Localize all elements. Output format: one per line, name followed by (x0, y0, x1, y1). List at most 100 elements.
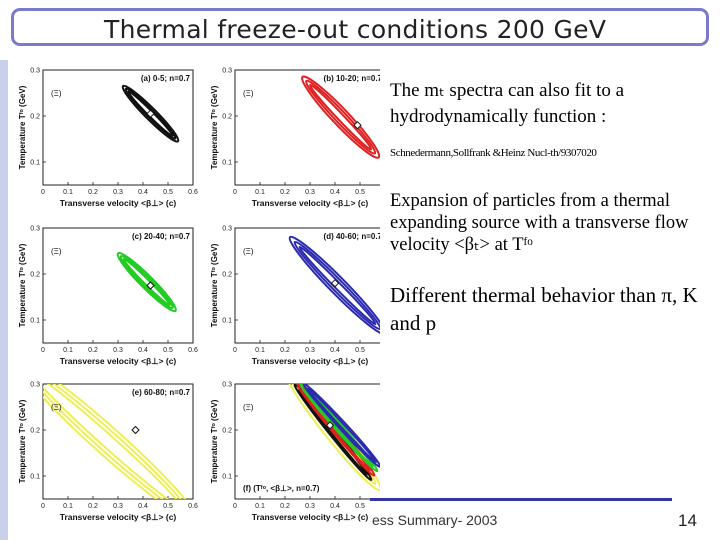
text-spectra-fit: The mₜ spectra can also fit to a hydrody… (390, 80, 625, 127)
y-tick-label: 0.2 (30, 428, 40, 435)
x-tick-label: 0.4 (138, 503, 148, 510)
confidence-contour (43, 384, 191, 499)
y-tick-label: 0.3 (30, 226, 40, 233)
left-accent-bar (0, 60, 8, 540)
species-label: (Ξ) (51, 89, 62, 98)
text-expansion: Expansion of particles from a thermal ex… (390, 191, 689, 255)
contour-group (116, 251, 177, 313)
best-fit-marker (146, 281, 155, 290)
y-tick-label: 0.1 (222, 318, 232, 325)
confidence-contour (43, 384, 182, 499)
x-tick-label: 0 (233, 347, 237, 354)
x-axis-label: Transverse velocity <β⊥> (c) (252, 356, 369, 366)
y-tick-label: 0.1 (30, 160, 40, 167)
slide-title: Thermal freeze-out conditions 200 GeV (104, 15, 607, 44)
x-tick-label: 0.5 (163, 503, 173, 510)
y-axis-label: Temperature Tᶠᵒ (GeV) (18, 399, 27, 483)
x-tick-label: 0.2 (280, 347, 290, 354)
overlay-contour (306, 387, 378, 464)
x-tick-label: 0.6 (188, 347, 198, 354)
x-axis-label: Transverse velocity <β⊥> (c) (60, 512, 177, 522)
x-tick-label: 0.1 (255, 503, 265, 510)
x-axis-label: Transverse velocity <β⊥> (c) (252, 512, 369, 522)
x-tick-label: 0.5 (355, 503, 365, 510)
confidence-contour (309, 83, 373, 151)
confidence-contour (43, 384, 193, 499)
x-axis-label: Transverse velocity <β⊥> (c) (252, 198, 369, 208)
x-tick-label: 0 (233, 503, 237, 510)
y-tick-label: 0.2 (222, 114, 232, 121)
confidence-contour (121, 84, 180, 143)
y-tick-label: 0.1 (30, 474, 40, 481)
x-tick-label: 0 (41, 189, 45, 196)
x-tick-label: 0.3 (305, 347, 315, 354)
confidence-contour (116, 251, 177, 313)
x-tick-label: 0.1 (255, 347, 265, 354)
confidence-contour (301, 75, 381, 159)
title-box: Thermal freeze-out conditions 200 GeV (11, 8, 709, 46)
x-tick-label: 0.4 (330, 503, 340, 510)
panel-label: (a) 0-5; n=0.7 (141, 74, 191, 83)
x-tick-label: 0.4 (138, 347, 148, 354)
species-label: (Ξ) (51, 247, 62, 256)
y-tick-label: 0.2 (222, 272, 232, 279)
x-tick-label: 0.1 (63, 503, 73, 510)
x-tick-label: 0.3 (113, 503, 123, 510)
text-thermal-behavior: Different thermal behavior than π, K and… (390, 283, 698, 335)
x-tick-label: 0.1 (255, 189, 265, 196)
x-tick-label: 0.5 (355, 189, 365, 196)
x-tick-label: 0.1 (63, 189, 73, 196)
overlay-contour (299, 384, 379, 473)
y-tick-label: 0.3 (222, 226, 232, 233)
y-tick-label: 0.2 (222, 428, 232, 435)
x-tick-label: 0.3 (113, 189, 123, 196)
text-reference: Schnedermann,Sollfrank &Heinz Nucl-th/93… (390, 147, 597, 159)
y-axis-label: Temperature Tᶠᵒ (GeV) (18, 85, 27, 169)
y-tick-label: 0.1 (30, 318, 40, 325)
panel-label: (c) 20-40; n=0.7 (132, 232, 191, 241)
x-tick-label: 0 (233, 189, 237, 196)
x-tick-label: 0.4 (330, 347, 340, 354)
species-label: (Ξ) (243, 247, 254, 256)
best-fit-marker (131, 425, 140, 435)
panel-label: (f) (Tᶠᵒ, <β⊥>, n=0.7) (243, 484, 320, 493)
best-fit-marker (146, 109, 155, 118)
page-number: 14 (678, 511, 697, 530)
x-tick-label: 0.6 (188, 189, 198, 196)
y-tick-label: 0.2 (30, 272, 40, 279)
x-tick-label: 0 (41, 347, 45, 354)
best-fit-marker (325, 421, 335, 430)
y-tick-label: 0.3 (222, 382, 232, 389)
y-tick-label: 0.2 (30, 114, 40, 121)
x-tick-label: 0.3 (305, 503, 315, 510)
y-axis-label: Temperature Tᶠᵒ (GeV) (18, 243, 27, 327)
panel-label: (d) 40-60; n=0.7 (324, 232, 380, 241)
x-tick-label: 0.3 (113, 347, 123, 354)
y-tick-label: 0.3 (30, 382, 40, 389)
contour-plots-svg: 0 0.1 0.2 0.3 0.4 0.5 0.6 0.1 0.2 0.3 Transverse v… (18, 68, 390, 523)
x-axis-label: Transverse velocity <β⊥> (c) (60, 198, 177, 208)
x-tick-label: 0.6 (188, 503, 198, 510)
confidence-contour (305, 79, 377, 155)
x-tick-label: 0.2 (280, 189, 290, 196)
panel-label: (b) 10-20; n=0.7 (324, 74, 380, 83)
species-label: (Ξ) (51, 403, 62, 412)
best-fit-marker (353, 120, 362, 130)
x-axis-label: Transverse velocity <β⊥> (c) (60, 356, 177, 366)
confidence-contour (119, 254, 174, 310)
x-tick-label: 0.5 (163, 347, 173, 354)
x-tick-label: 0.2 (280, 503, 290, 510)
confidence-contour (122, 257, 171, 307)
contour-group (301, 75, 381, 159)
x-tick-label: 0.2 (88, 189, 98, 196)
contour-group (43, 384, 193, 499)
confidence-contour (298, 245, 377, 326)
confidence-contour (124, 87, 177, 140)
plot-frame (234, 227, 386, 344)
x-tick-label: 0.3 (305, 189, 315, 196)
plot-frame (42, 227, 194, 344)
